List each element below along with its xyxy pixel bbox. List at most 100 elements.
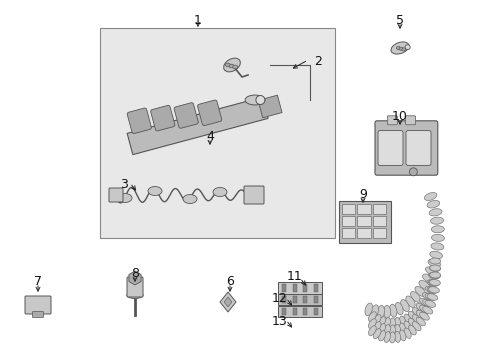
Bar <box>282 296 285 303</box>
Ellipse shape <box>394 302 402 315</box>
FancyBboxPatch shape <box>278 282 321 294</box>
Bar <box>341 216 355 226</box>
Bar <box>313 284 317 292</box>
Ellipse shape <box>430 226 444 233</box>
Ellipse shape <box>430 234 444 242</box>
FancyBboxPatch shape <box>278 294 321 305</box>
Text: 9: 9 <box>358 188 366 201</box>
FancyBboxPatch shape <box>127 108 151 134</box>
Ellipse shape <box>429 251 442 258</box>
Ellipse shape <box>422 300 432 307</box>
Bar <box>372 228 385 238</box>
Text: 6: 6 <box>225 275 233 288</box>
Ellipse shape <box>394 318 400 328</box>
Ellipse shape <box>428 279 440 285</box>
Text: 11: 11 <box>286 270 302 283</box>
Ellipse shape <box>415 303 425 312</box>
Ellipse shape <box>427 259 440 267</box>
Text: 7: 7 <box>34 275 42 288</box>
Ellipse shape <box>429 258 440 264</box>
Ellipse shape <box>426 294 437 300</box>
Ellipse shape <box>403 328 410 338</box>
Ellipse shape <box>383 325 389 336</box>
Ellipse shape <box>403 314 410 324</box>
FancyBboxPatch shape <box>405 116 415 125</box>
Ellipse shape <box>225 63 230 67</box>
Polygon shape <box>258 95 282 118</box>
Ellipse shape <box>424 286 435 293</box>
Ellipse shape <box>424 193 436 201</box>
Ellipse shape <box>407 318 415 328</box>
Ellipse shape <box>430 243 443 250</box>
Ellipse shape <box>372 329 380 338</box>
FancyBboxPatch shape <box>377 131 402 165</box>
Ellipse shape <box>426 280 437 286</box>
Ellipse shape <box>427 287 439 293</box>
Polygon shape <box>220 292 236 312</box>
Ellipse shape <box>255 95 264 104</box>
Ellipse shape <box>419 305 428 313</box>
Bar <box>338 201 390 243</box>
Ellipse shape <box>213 188 226 197</box>
FancyBboxPatch shape <box>127 97 267 155</box>
Ellipse shape <box>244 95 264 105</box>
Bar <box>357 204 370 214</box>
Bar <box>357 228 370 238</box>
Ellipse shape <box>429 217 443 224</box>
Ellipse shape <box>403 321 410 331</box>
Text: 13: 13 <box>271 315 287 328</box>
Ellipse shape <box>370 305 378 318</box>
FancyBboxPatch shape <box>405 131 430 165</box>
Ellipse shape <box>415 310 425 319</box>
Ellipse shape <box>426 201 439 208</box>
Ellipse shape <box>407 311 415 321</box>
Text: 2: 2 <box>313 55 321 68</box>
FancyBboxPatch shape <box>25 296 51 314</box>
Text: 3: 3 <box>120 178 128 191</box>
Ellipse shape <box>419 298 428 306</box>
Ellipse shape <box>388 332 395 343</box>
Ellipse shape <box>377 306 384 318</box>
Ellipse shape <box>418 280 429 290</box>
Ellipse shape <box>148 186 162 195</box>
Ellipse shape <box>368 326 375 336</box>
Ellipse shape <box>424 300 435 307</box>
Ellipse shape <box>364 303 372 316</box>
Ellipse shape <box>405 296 414 307</box>
Ellipse shape <box>400 300 408 311</box>
Ellipse shape <box>383 332 389 342</box>
Ellipse shape <box>407 325 415 335</box>
Ellipse shape <box>378 330 385 341</box>
Ellipse shape <box>428 273 440 279</box>
Ellipse shape <box>410 292 420 302</box>
Ellipse shape <box>394 324 400 336</box>
Bar <box>282 284 285 292</box>
Ellipse shape <box>411 315 420 324</box>
Ellipse shape <box>422 307 432 314</box>
Bar <box>303 284 306 292</box>
Ellipse shape <box>396 46 399 50</box>
Bar <box>282 308 285 315</box>
Bar <box>292 296 296 303</box>
Ellipse shape <box>428 209 441 216</box>
Ellipse shape <box>390 42 408 54</box>
Ellipse shape <box>118 194 132 202</box>
Ellipse shape <box>232 65 237 69</box>
FancyBboxPatch shape <box>127 277 142 297</box>
Ellipse shape <box>424 293 435 300</box>
Ellipse shape <box>389 304 396 317</box>
Ellipse shape <box>415 317 425 326</box>
Bar <box>303 296 306 303</box>
Bar <box>341 228 355 238</box>
Bar <box>313 308 317 315</box>
Ellipse shape <box>408 168 417 176</box>
Polygon shape <box>224 297 231 307</box>
FancyBboxPatch shape <box>197 100 221 126</box>
Bar <box>372 216 385 226</box>
FancyBboxPatch shape <box>244 186 264 204</box>
Ellipse shape <box>422 293 432 300</box>
Ellipse shape <box>411 307 420 317</box>
Ellipse shape <box>388 318 395 329</box>
FancyBboxPatch shape <box>32 311 43 318</box>
Ellipse shape <box>383 318 389 328</box>
